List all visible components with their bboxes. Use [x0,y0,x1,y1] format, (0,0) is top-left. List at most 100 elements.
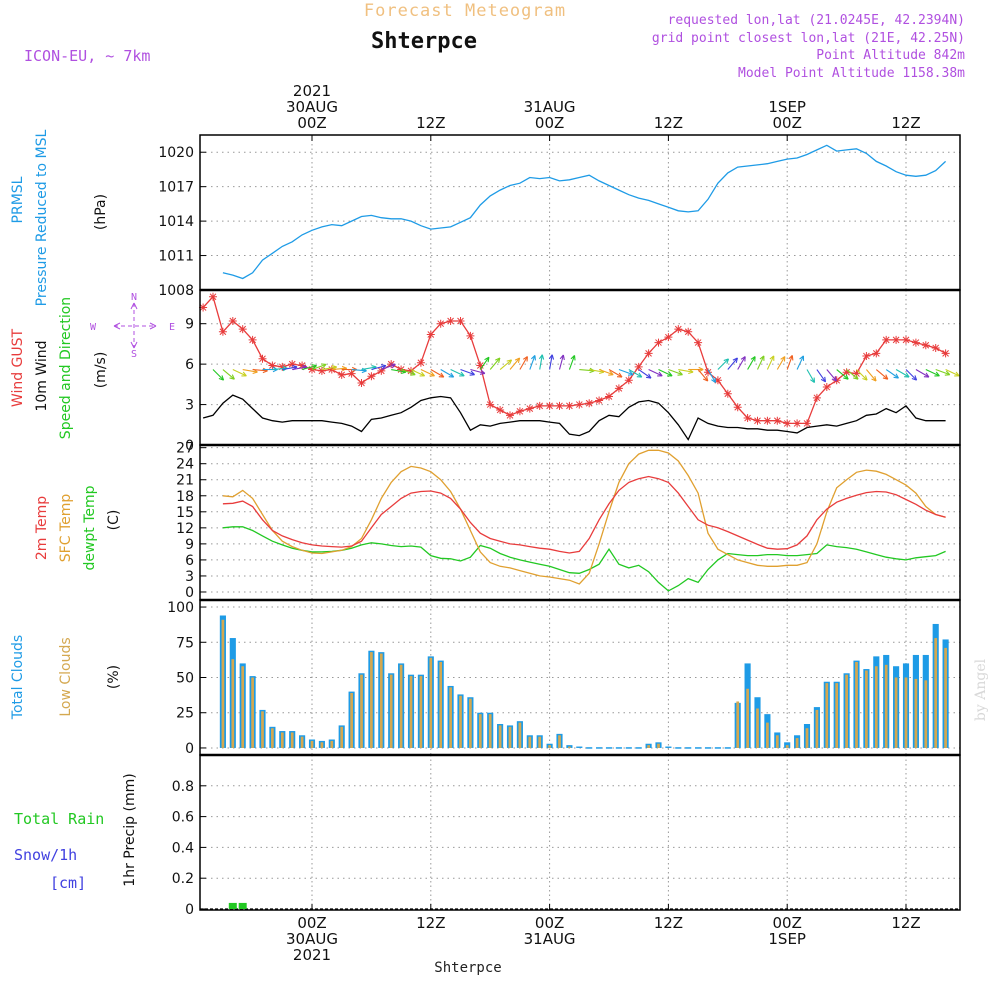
wind-arrow-head [911,375,918,381]
low-cloud-label: Low Clouds [58,637,74,716]
low-cloud-bar [894,677,898,748]
pressure-ytick-label: 1020 [158,145,194,161]
cloud-ytick-label: 75 [176,635,194,651]
wind-direction-arrow [391,368,407,373]
low-cloud-bar [815,709,819,748]
wind-arrow-head [559,354,565,361]
low-cloud-bar [756,708,759,748]
top-time-label: 31AUG [524,98,576,116]
gust-marker [199,303,208,312]
low-cloud-bar [558,735,561,748]
gust-marker [327,365,336,374]
low-cloud-bar [251,677,254,748]
wind-direction-arrow [361,366,377,371]
gust-marker [664,333,673,342]
top-time-label: 12Z [654,114,683,132]
wind-arrow-head [882,374,889,380]
wind-arrow-head [944,370,951,376]
gust-marker [852,369,861,378]
pressure-label-b: Pressure Reduced to MSL [34,129,50,306]
gust-marker [892,335,901,344]
wind-panel [199,292,960,441]
gust-marker [525,404,534,413]
bottom-time-label: 2021 [293,946,331,964]
temp-ytick-label: 21 [176,473,194,489]
wind-arrow-head [570,355,576,361]
low-cloud-bar [795,738,799,748]
wind-direction-arrow [529,355,536,370]
gust-marker [377,366,386,375]
wind-arrow-head [923,372,930,378]
wind-arrow-head [380,364,387,370]
point-altitude: Point Altitude 842m [816,48,965,63]
model-altitude: Model Point Altitude 1158.38m [738,66,965,81]
pressure-ytick-label: 1017 [158,180,194,196]
wind-direction-arrow [727,357,738,370]
pressure-panel [222,144,947,280]
low-cloud-bar [419,676,423,748]
top-time-label: 00Z [773,114,802,132]
gust-marker [268,361,277,370]
low-cloud-bar [835,683,839,748]
gust-marker [228,317,237,325]
gust-marker [248,335,257,344]
gust-marker [347,369,356,378]
low-cloud-bar [429,657,433,748]
snow-unit: [cm] [50,874,86,892]
wind-direction-arrow [885,369,899,379]
wind-direction-arrow [826,369,837,382]
wind-arrow-head [769,355,775,361]
wind-direction-arrow [410,369,425,377]
low-cloud-bar [855,662,858,748]
compass-rose: W E N S [90,292,175,360]
gust-marker [209,292,217,301]
wind-dir-label: Speed and Direction [58,297,74,439]
wind-direction-arrow [618,369,634,376]
low-cloud-bar [498,725,502,748]
wind-arrow-head [740,356,746,362]
temp-ytick-label: 12 [176,521,194,537]
top-time-label: 12Z [891,114,920,132]
wind-direction-arrow [776,356,786,370]
gust-marker [931,343,940,352]
gust-marker [416,358,425,367]
bottom-time-label: 12Z [654,914,683,932]
wind-direction-arrow [351,368,367,372]
low-cloud-bar [261,711,264,748]
low-cloud-bar [350,693,353,748]
wind-arrow-head [645,373,652,379]
panel-frame [199,134,961,291]
low-cloud-bar [825,683,829,748]
wind-arrow-head [732,357,738,364]
grid-layer [200,135,960,910]
wind-direction-arrow [371,365,387,371]
wind-arrow-head [780,356,786,362]
wind-arrow-head [495,357,501,364]
compass-n: N [131,292,137,303]
wind-arrow-head [893,373,899,379]
low-cloud-bar [538,736,542,748]
low-cloud-bar [805,728,809,748]
wind-direction-arrow [658,369,673,377]
sfc-label: SFC Temp [58,494,74,563]
wind-direction-arrow [806,369,815,383]
low-cloud-bar [271,728,274,748]
location-title: Shterpce [371,29,477,54]
gust-marker [367,372,376,381]
wind-direction-arrow [430,369,445,378]
cloud-ytick-label: 100 [167,600,194,616]
low-cloud-bar [370,652,373,748]
gust-marker [535,401,544,410]
wind-arrow-head [241,371,247,377]
precip-ytick-label: 0.8 [172,779,194,795]
wind-direction-arrow [836,369,849,380]
footer-location: Shterpce [434,960,501,976]
wind-direction-arrow [608,369,623,378]
low-cloud-bar [874,666,878,748]
wind-ytick-label: 9 [185,317,194,333]
low-cloud-bar [914,678,918,748]
low-cloud-bar [924,680,928,748]
temp-ytick-label: 9 [185,537,194,553]
gust-marker [684,327,693,336]
